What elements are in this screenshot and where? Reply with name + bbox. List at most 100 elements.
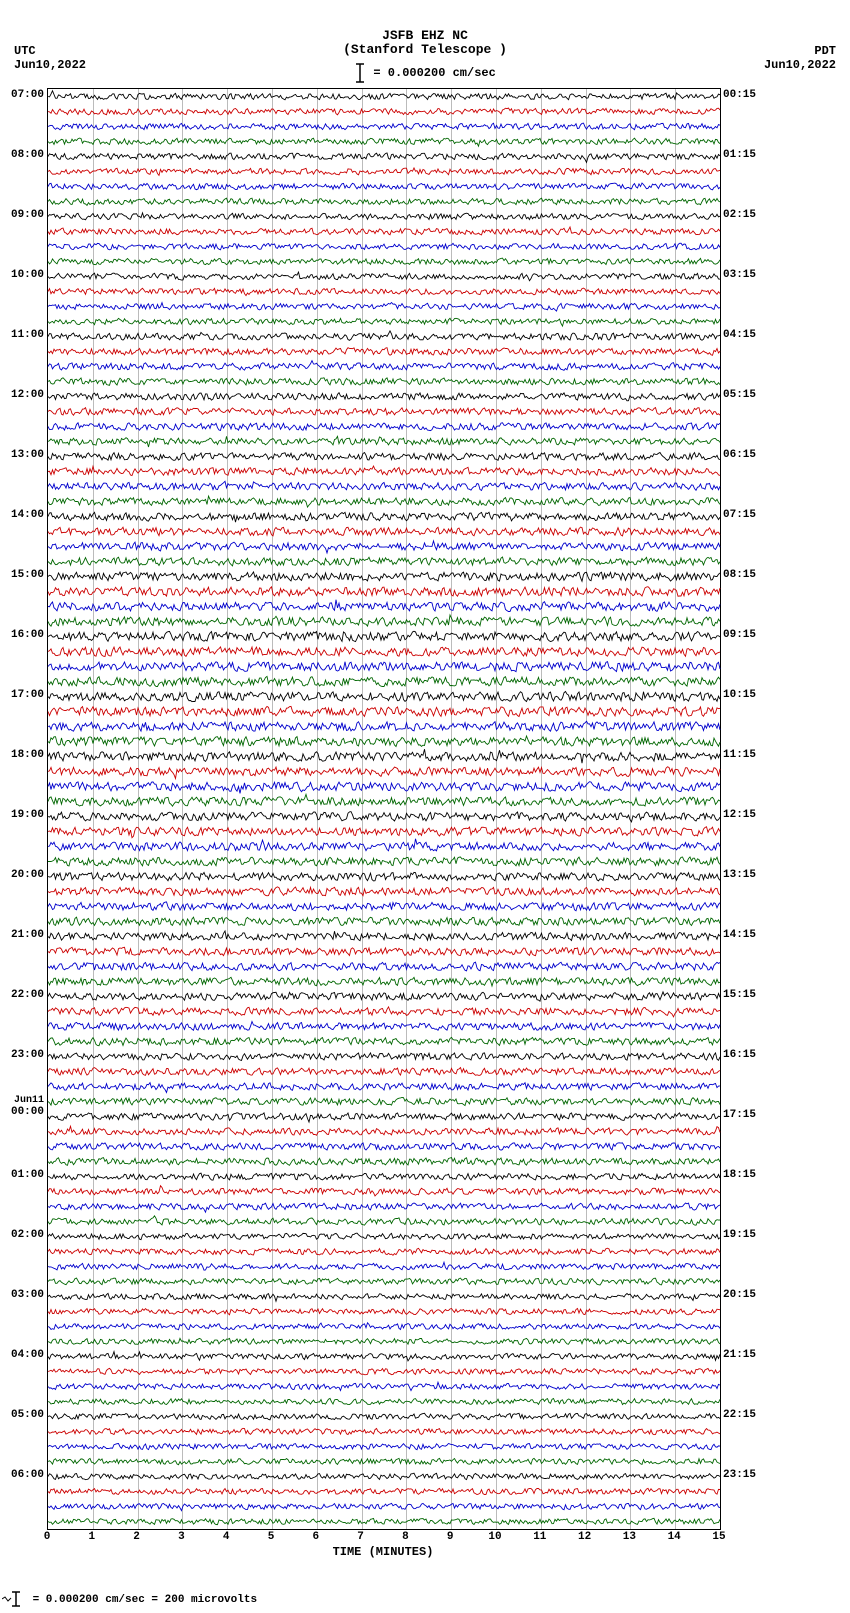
seismic-trace	[48, 644, 720, 659]
seismic-trace	[48, 1484, 720, 1499]
seismic-trace	[48, 344, 720, 359]
pdt-hour-label: 05:15	[723, 389, 756, 401]
seismic-trace	[48, 1304, 720, 1319]
seismic-trace	[48, 1229, 720, 1244]
seismic-trace	[48, 1394, 720, 1409]
right-tz-label: PDT	[764, 44, 836, 58]
seismic-trace	[48, 1109, 720, 1124]
pdt-hour-label: 23:15	[723, 1469, 756, 1481]
seismic-trace	[48, 224, 720, 239]
seismic-trace	[48, 389, 720, 404]
seismic-trace	[48, 1199, 720, 1214]
seismic-trace	[48, 209, 720, 224]
utc-hour-label: 21:00	[6, 929, 44, 941]
seismic-trace	[48, 1364, 720, 1379]
seismic-trace	[48, 1259, 720, 1274]
x-tick: 15	[712, 1531, 725, 1543]
pdt-hour-label: 17:15	[723, 1109, 756, 1121]
seismic-trace	[48, 719, 720, 734]
seismic-trace	[48, 1004, 720, 1019]
seismic-trace	[48, 269, 720, 284]
seismic-trace	[48, 1214, 720, 1229]
pdt-hour-label: 18:15	[723, 1169, 756, 1181]
utc-hour-label: 20:00	[6, 869, 44, 881]
pdt-hour-label: 14:15	[723, 929, 756, 941]
x-tick: 9	[447, 1531, 454, 1543]
utc-hour-label: 08:00	[6, 149, 44, 161]
seismic-trace	[48, 659, 720, 674]
seismic-trace	[48, 614, 720, 629]
pdt-hour-label: 22:15	[723, 1409, 756, 1421]
pdt-hour-label: 10:15	[723, 689, 756, 701]
pdt-hour-label: 09:15	[723, 629, 756, 641]
x-axis-title: TIME (MINUTES)	[47, 1545, 719, 1559]
seismic-trace	[48, 464, 720, 479]
seismic-trace	[48, 1514, 720, 1529]
x-tick: 10	[488, 1531, 501, 1543]
seismic-trace	[48, 449, 720, 464]
seismic-trace	[48, 704, 720, 719]
utc-hour-label: 01:00	[6, 1169, 44, 1181]
pdt-hour-label: 13:15	[723, 869, 756, 881]
seismic-trace	[48, 599, 720, 614]
seismic-trace	[48, 899, 720, 914]
scale-legend-text: = 0.000200 cm/sec	[373, 66, 495, 80]
seismic-trace	[48, 809, 720, 824]
seismic-trace	[48, 764, 720, 779]
seismic-trace	[48, 1439, 720, 1454]
seismic-trace	[48, 689, 720, 704]
seismic-trace	[48, 254, 720, 269]
utc-hour-label: 03:00	[6, 1289, 44, 1301]
seismic-trace	[48, 1289, 720, 1304]
seismic-trace	[48, 404, 720, 419]
seismic-trace	[48, 1349, 720, 1364]
utc-hour-label: Jun1100:00	[6, 1096, 44, 1118]
seismic-trace	[48, 1139, 720, 1154]
pdt-hour-label: 11:15	[723, 749, 756, 761]
seismic-trace	[48, 584, 720, 599]
seismic-trace	[48, 239, 720, 254]
x-tick: 14	[668, 1531, 681, 1543]
seismic-trace	[48, 749, 720, 764]
left-tz-label: UTC	[14, 44, 86, 58]
seismogram-container: JSFB EHZ NC (Stanford Telescope ) = 0.00…	[0, 0, 850, 1613]
seismic-trace	[48, 1169, 720, 1184]
seismic-trace	[48, 374, 720, 389]
seismic-trace	[48, 1469, 720, 1484]
utc-hour-label: 14:00	[6, 509, 44, 521]
pdt-hour-label: 03:15	[723, 269, 756, 281]
seismic-trace	[48, 89, 720, 104]
seismic-trace	[48, 419, 720, 434]
utc-hour-label: 11:00	[6, 329, 44, 341]
utc-hour-label: 07:00	[6, 89, 44, 101]
utc-hour-label: 04:00	[6, 1349, 44, 1361]
utc-hour-label: 16:00	[6, 629, 44, 641]
seismic-trace	[48, 1454, 720, 1469]
left-tz-date: Jun10,2022	[14, 58, 86, 72]
seismic-trace	[48, 1064, 720, 1079]
seismic-trace	[48, 1424, 720, 1439]
x-tick: 2	[133, 1531, 140, 1543]
seismic-trace	[48, 869, 720, 884]
seismic-trace	[48, 1184, 720, 1199]
seismic-trace	[48, 1124, 720, 1139]
seismic-trace	[48, 104, 720, 119]
seismic-trace	[48, 974, 720, 989]
seismic-trace	[48, 299, 720, 314]
seismic-trace	[48, 944, 720, 959]
utc-hour-label: 19:00	[6, 809, 44, 821]
pdt-hour-label: 12:15	[723, 809, 756, 821]
x-tick: 7	[357, 1531, 364, 1543]
seismic-trace	[48, 539, 720, 554]
seismic-trace	[48, 359, 720, 374]
seismic-trace	[48, 194, 720, 209]
seismic-trace	[48, 524, 720, 539]
x-tick: 11	[533, 1531, 546, 1543]
seismic-trace	[48, 959, 720, 974]
seismic-trace	[48, 629, 720, 644]
pdt-hour-label: 04:15	[723, 329, 756, 341]
seismic-trace	[48, 1034, 720, 1049]
utc-header: UTC Jun10,2022	[14, 44, 86, 72]
right-tz-date: Jun10,2022	[764, 58, 836, 72]
seismic-trace	[48, 284, 720, 299]
